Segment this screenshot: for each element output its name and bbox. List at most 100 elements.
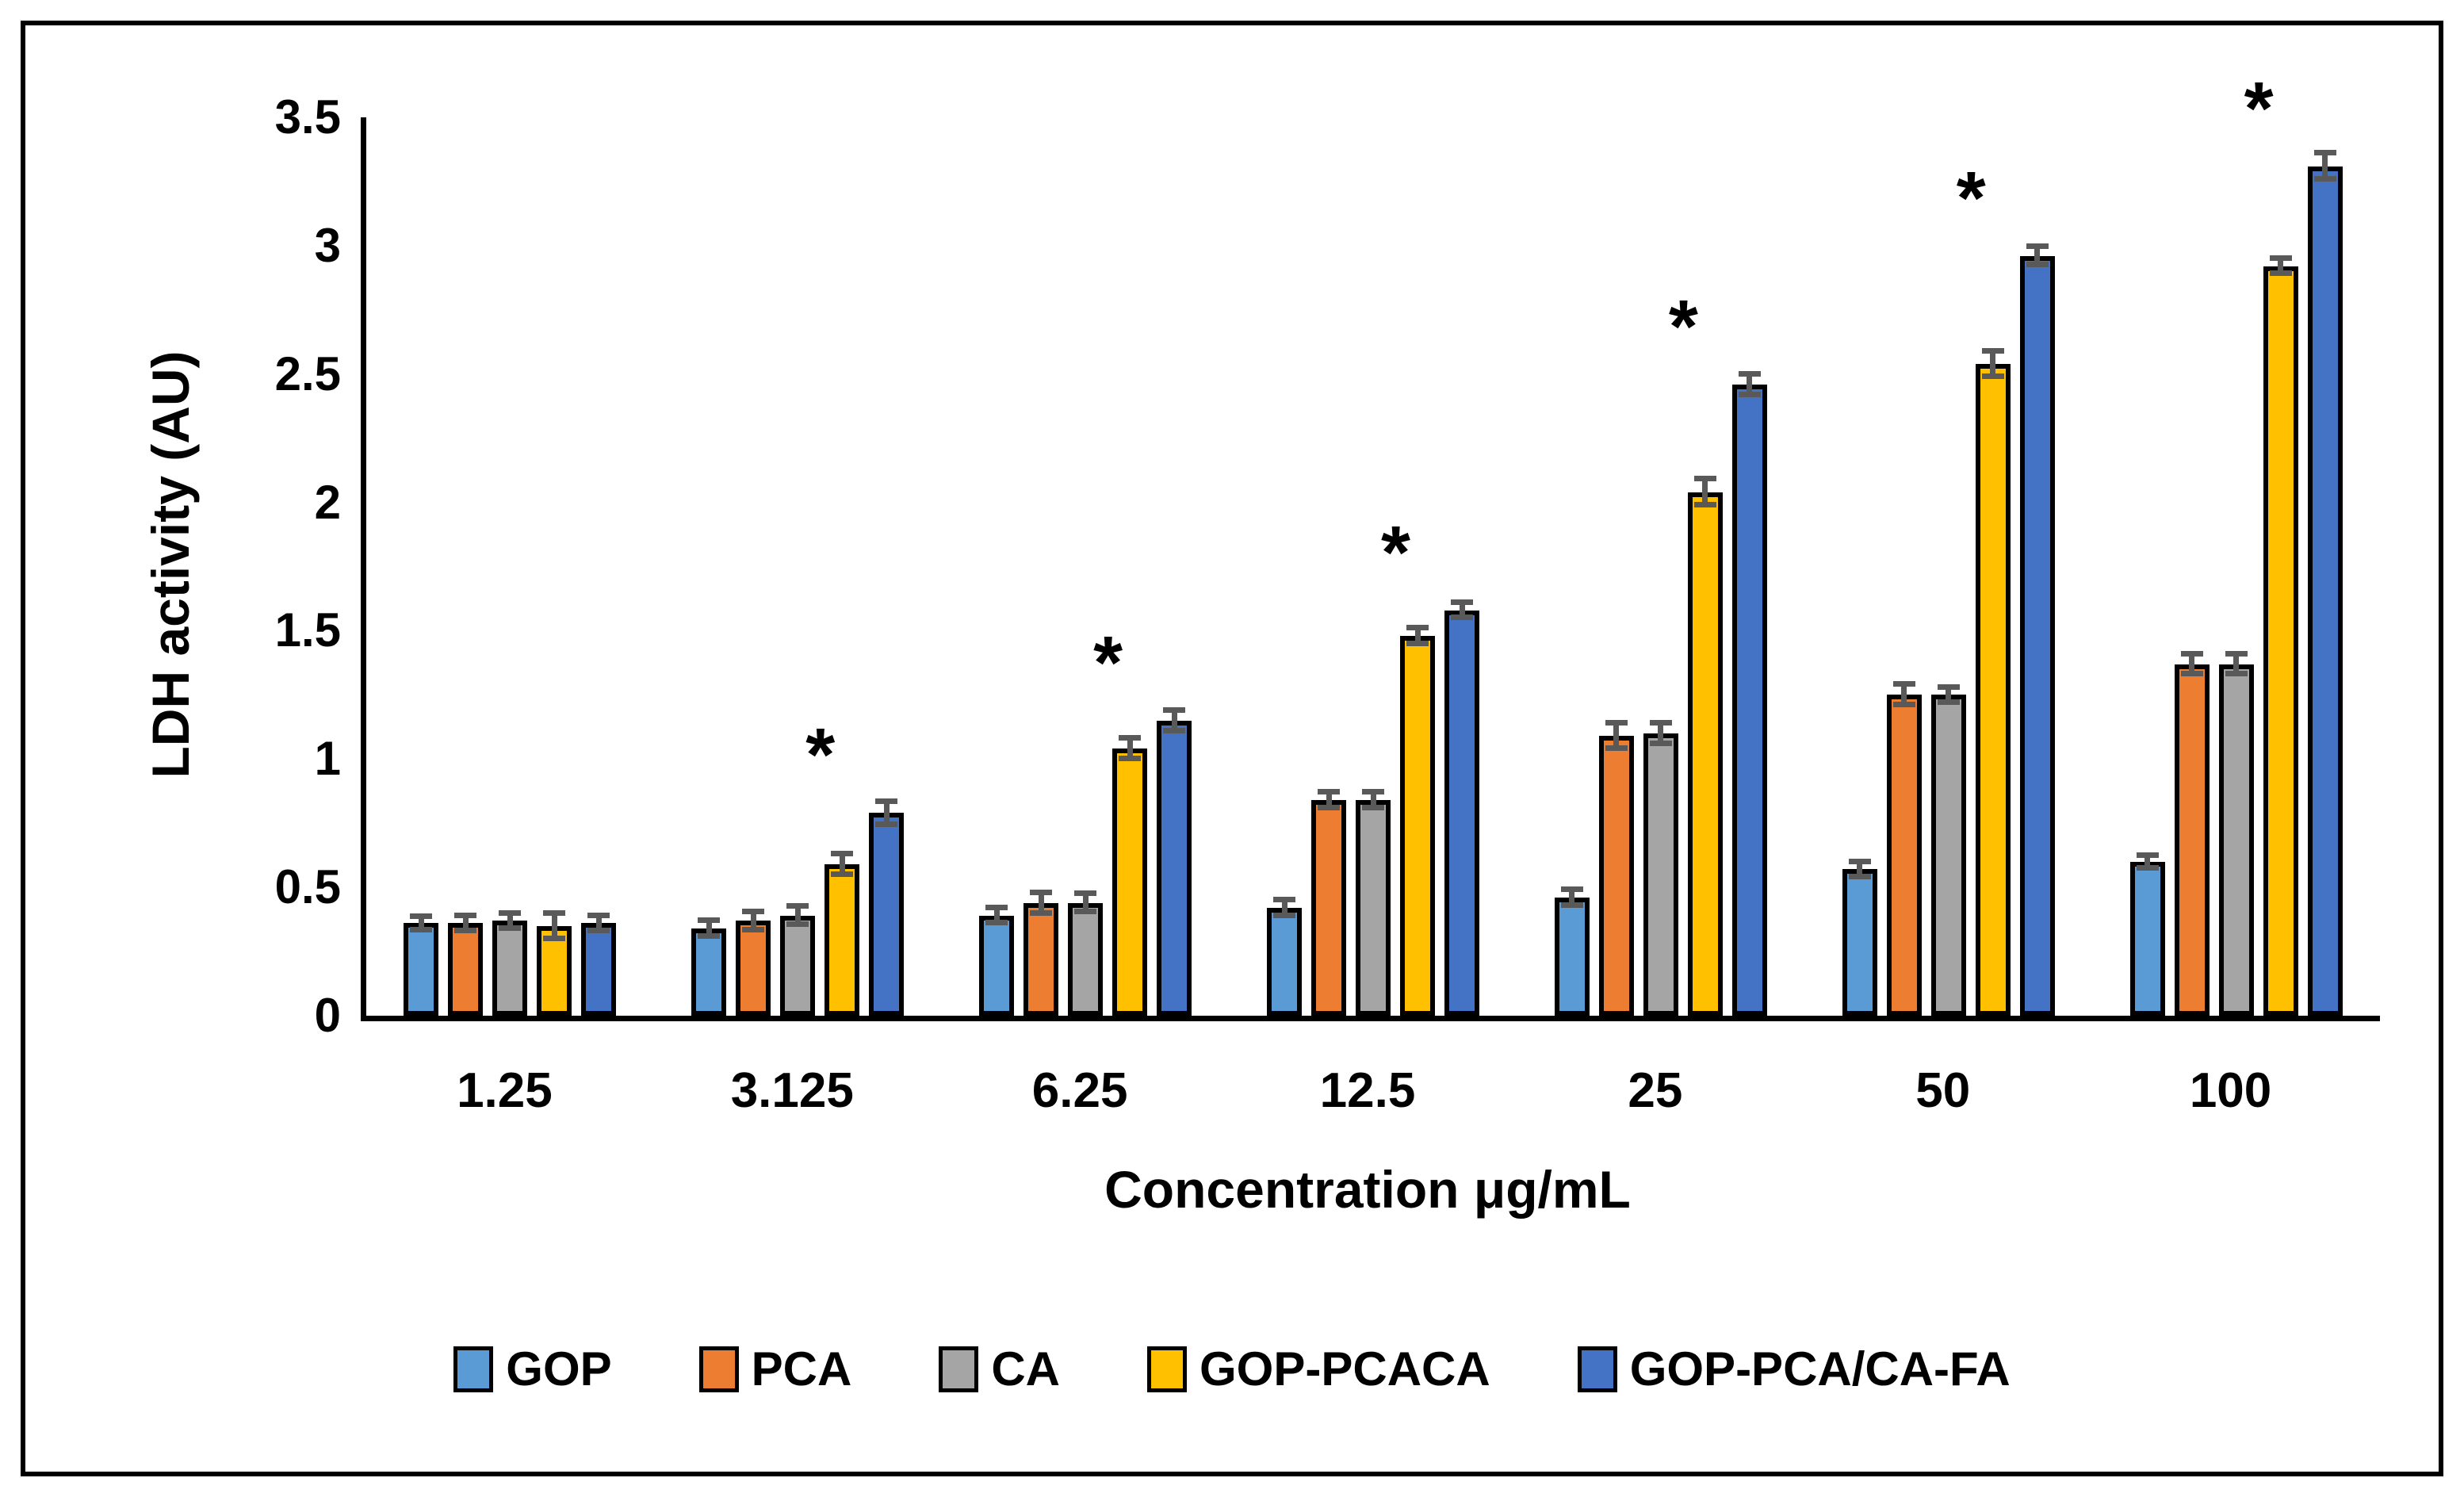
error-bar-line: [1946, 687, 1952, 703]
error-bar-cap-bottom: [1892, 702, 1915, 708]
legend-item: GOP: [453, 1342, 612, 1396]
bar: [780, 915, 816, 1016]
error-bar-cap-bottom: [1163, 727, 1186, 733]
error-bar-cap-bottom: [698, 932, 721, 939]
bar-slot: [1643, 117, 1678, 1016]
error-bar-cap-top: [1451, 599, 1473, 605]
bar: [691, 928, 727, 1016]
bar-slot: [1554, 117, 1590, 1016]
bar: [1400, 635, 1435, 1016]
bar-slot: [780, 117, 816, 1016]
error-bar-cap-bottom: [454, 928, 477, 934]
legend-item: GOP-PCACA: [1147, 1342, 1490, 1396]
error-bar-line: [1702, 479, 1708, 505]
significance-asterisk: *: [1381, 510, 1410, 595]
bar-slot: [1886, 117, 1922, 1016]
significance-asterisk: *: [2244, 66, 2274, 151]
bar-slot: [1068, 117, 1104, 1016]
error-bar-cap-bottom: [2180, 671, 2203, 677]
y-tick-label: 1.5: [274, 603, 341, 657]
error-bar-cap-top: [1362, 789, 1384, 795]
error-bar-line: [750, 911, 756, 930]
bar-groups: * * * * * *: [366, 71, 2380, 1016]
bar: [1267, 908, 1302, 1016]
error-bar-line: [1747, 373, 1753, 395]
y-tick-label: 1: [314, 732, 341, 786]
bar-slot: [537, 117, 572, 1016]
bar-slot: [448, 117, 484, 1016]
bar: [2307, 166, 2343, 1016]
error-bar-cap-top: [2313, 150, 2336, 156]
bar-slot: [691, 117, 727, 1016]
error-bar-cap-bottom: [875, 821, 898, 827]
error-bar-line: [993, 908, 1000, 924]
significance-asterisk: *: [1668, 284, 1698, 369]
bar: [2174, 664, 2210, 1016]
error-bar-cap-bottom: [1273, 912, 1295, 918]
error-bar-line: [1326, 792, 1332, 808]
error-bar-cap-top: [2180, 650, 2203, 657]
error-bar-cap-bottom: [1937, 699, 1960, 706]
error-bar-cap-top: [1649, 719, 1672, 726]
bar: [581, 923, 617, 1016]
error-bar-line: [839, 854, 845, 875]
error-bar-cap-top: [2136, 852, 2159, 858]
error-bar-cap-bottom: [1605, 745, 1628, 752]
legend-label: GOP-PCACA: [1199, 1342, 1490, 1396]
error-bar-cap-bottom: [2225, 671, 2248, 677]
error-bar-cap-top: [587, 912, 610, 918]
error-bar-cap-bottom: [786, 921, 809, 928]
error-bar-line: [1082, 894, 1089, 912]
bar: [1643, 733, 1678, 1016]
error-bar-cap-top: [742, 908, 765, 914]
bar: [736, 921, 771, 1016]
bar-slot: [1598, 117, 1634, 1016]
bar: [1975, 363, 2011, 1016]
error-bar-line: [2034, 247, 2041, 266]
bar-slot: [2307, 117, 2343, 1016]
error-bar-cap-top: [1318, 789, 1340, 795]
error-bar-line: [2278, 258, 2284, 274]
error-bar-line: [1414, 628, 1421, 644]
bar-slot: [2174, 117, 2210, 1016]
error-bar-cap-top: [875, 798, 898, 804]
error-bar-cap-top: [1848, 858, 1871, 864]
error-bar-cap-top: [1273, 897, 1295, 903]
error-bar-cap-bottom: [742, 926, 765, 932]
bar: [1112, 748, 1148, 1016]
bar: [1731, 384, 1767, 1016]
error-bar-cap-top: [1560, 886, 1583, 893]
error-bar-cap-top: [786, 903, 809, 909]
error-bar-cap-top: [499, 909, 522, 916]
bar-group: *: [1804, 117, 2092, 1016]
bar-group: *: [654, 117, 942, 1016]
error-bar-line: [2233, 653, 2240, 675]
bar: [2263, 266, 2298, 1016]
legend-swatch: [939, 1346, 979, 1392]
bar-slot: [869, 117, 905, 1016]
error-bar-cap-top: [454, 912, 477, 918]
legend-item: GOP-PCA/CA-FA: [1577, 1342, 2011, 1396]
error-bar-line: [1459, 602, 1465, 618]
error-bar-cap-bottom: [587, 928, 610, 934]
error-bar-line: [794, 906, 801, 925]
legend-label: CA: [991, 1342, 1061, 1396]
legend-swatch: [1577, 1346, 1617, 1392]
y-tick-label: 3.5: [274, 90, 341, 144]
error-bar-cap-top: [1163, 706, 1186, 713]
bar-slot: [1023, 117, 1059, 1016]
error-bar-line: [1281, 900, 1287, 916]
bar: [1356, 800, 1391, 1016]
error-bar-cap-bottom: [1406, 640, 1429, 646]
error-bar-cap-bottom: [2313, 175, 2336, 182]
error-bar-line: [1171, 710, 1177, 731]
bar-slot: [2218, 117, 2254, 1016]
error-bar-cap-top: [2269, 255, 2292, 262]
bar-slot: [1267, 117, 1302, 1016]
error-bar-cap-top: [2026, 243, 2049, 250]
y-tick-label: 0.5: [274, 860, 341, 914]
bar-group: *: [1517, 117, 1804, 1016]
error-bar-cap-top: [1937, 683, 1960, 690]
bar: [869, 813, 905, 1016]
bar-group: *: [942, 117, 1230, 1016]
